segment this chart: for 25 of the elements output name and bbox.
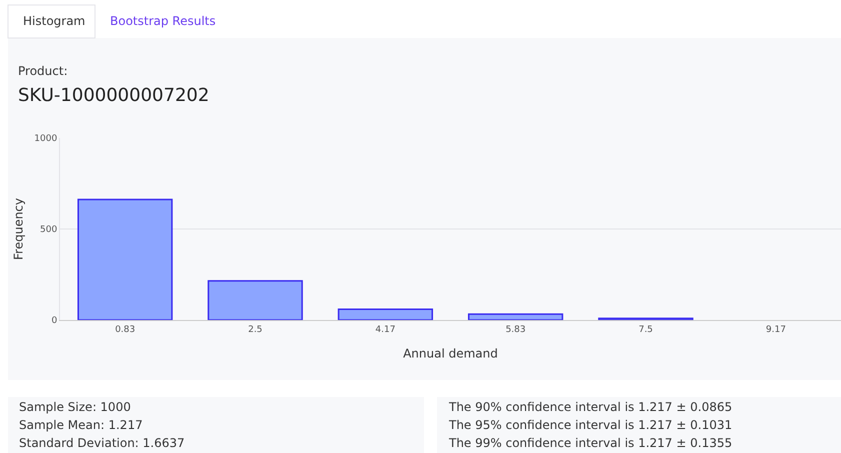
text: Standard Deviation: 1.6637 <box>19 436 185 450</box>
bar <box>208 280 303 320</box>
x-tick-label: 0.83 <box>115 324 136 335</box>
text: Bootstrap Results <box>110 14 216 28</box>
text: Sample Mean: 1.217 <box>19 418 143 432</box>
x-axis-title: Annual demand <box>403 346 498 361</box>
y-tick-label: 500 <box>40 225 58 236</box>
x-tick-label: 2.5 <box>248 324 262 335</box>
text: The 90% confidence interval is 1.217 ± 0.0865 <box>448 400 732 414</box>
text: The 95% confidence interval is 1.217 ± 0.1031 <box>448 418 732 432</box>
x-tick-label: 7.5 <box>638 324 653 335</box>
x-tick-label: 5.83 <box>506 324 526 335</box>
chart-title: SKU-1000000007202 <box>18 85 210 106</box>
y-tick-label: 1000 <box>34 134 58 144</box>
bar <box>77 198 173 320</box>
text: Histogram <box>23 14 86 28</box>
x-tick-label: 4.17 <box>375 324 396 335</box>
bar <box>338 308 434 320</box>
y-axis-title: Frequency <box>12 198 26 260</box>
y-tick-label: 0 <box>51 316 58 326</box>
text: Sample Size: 1000 <box>19 400 131 414</box>
text: The 99% confidence interval is 1.217 ± 0.1355 <box>448 436 732 450</box>
bar <box>468 313 564 320</box>
x-tick-label: 9.17 <box>766 324 786 335</box>
chart-subtitle: Product: <box>18 64 68 78</box>
